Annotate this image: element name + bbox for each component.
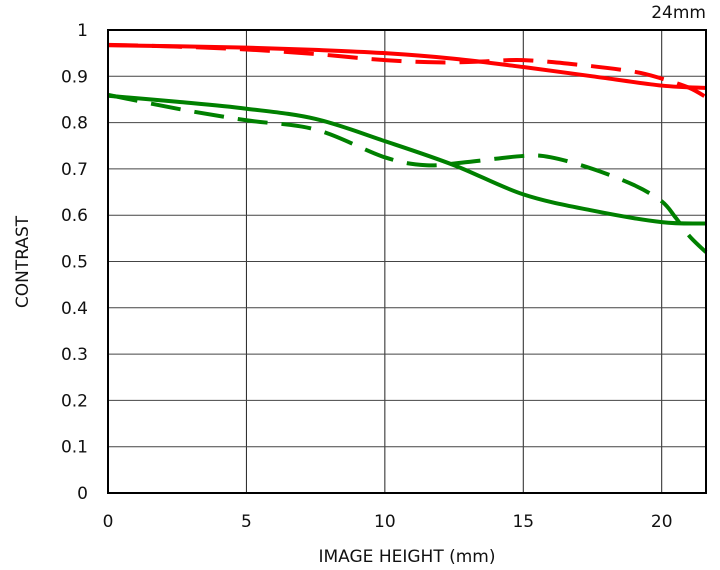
y-tick-label: 0.7 [61, 160, 88, 180]
x-axis-label: IMAGE HEIGHT (mm) [319, 547, 496, 567]
series-green-dashed [107, 92, 708, 254]
y-tick-label: 0.8 [61, 114, 88, 134]
x-tick-labels: 0 5 10 15 20 [103, 512, 673, 532]
y-tick-label: 0.9 [61, 67, 88, 87]
x-tick-label: 0 [103, 512, 114, 532]
y-tick-label: 0.2 [61, 391, 88, 411]
y-tick-label: 0 [77, 484, 88, 504]
x-tick-label: 10 [374, 512, 396, 532]
grid [107, 29, 706, 494]
y-tick-label: 1 [77, 21, 88, 41]
y-tick-label: 0.3 [61, 345, 88, 365]
series-lines [107, 42, 708, 254]
y-tick-label: 0.1 [61, 438, 88, 458]
plot-frame [107, 29, 707, 494]
y-axis-label: CONTRAST [13, 215, 33, 308]
y-tick-label: 0.5 [61, 253, 88, 273]
x-tick-label: 5 [241, 512, 252, 532]
x-tick-label: 20 [651, 512, 673, 532]
series-red-dashed [107, 42, 708, 99]
series-red-solid [107, 43, 707, 90]
y-tick-labels: 0 0.1 0.2 0.3 0.4 0.5 0.6 0.7 0.8 0.9 1 [61, 21, 88, 504]
y-tick-label: 0.6 [61, 206, 88, 226]
x-tick-label: 15 [512, 512, 534, 532]
y-tick-label: 0.4 [61, 299, 88, 319]
chart-title: 24mm [651, 3, 706, 23]
series-green-solid [107, 93, 707, 226]
